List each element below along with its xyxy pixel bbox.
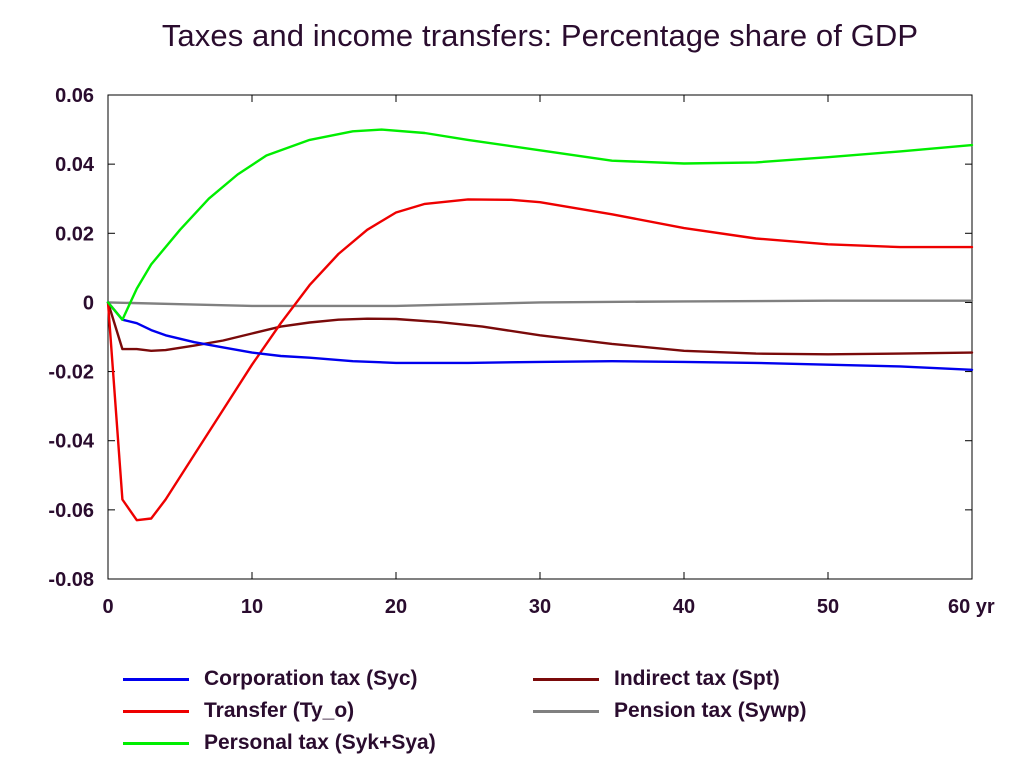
x-axis: 0 10 20 30 40 50 60 yr [102,95,995,618]
x-tick-label: 40 [673,596,695,618]
y-tick-label: -0.02 [48,362,94,384]
y-tick-label: 0.04 [55,154,95,176]
x-tick-label: 50 [817,596,839,618]
x-tick-label: 10 [241,596,263,618]
y-tick-label: -0.04 [48,431,94,453]
y-tick-label: 0.06 [55,85,94,107]
series-line-pension-tax [106,299,974,308]
y-tick-label: -0.06 [48,500,94,522]
series-line-personal-tax [106,128,974,321]
x-tick-label: 60 yr [948,596,995,618]
series-line-corporation-tax [106,301,974,371]
x-tick-label: 20 [385,596,407,618]
y-axis: 0.06 0.04 0.02 0 -0.02 -0.04 -0.06 -0.08 [48,85,972,591]
y-tick-label: 0.02 [55,223,94,245]
series-layer [106,128,974,522]
series-line-transfer [106,198,974,522]
x-tick-label: 30 [529,596,551,618]
chart-title: Taxes and income transfers: Percentage s… [161,18,919,53]
series-line-indirect-tax [106,301,974,356]
x-tick-label: 0 [102,596,113,618]
y-tick-label: -0.08 [48,569,94,591]
y-tick-label: 0 [83,292,94,314]
